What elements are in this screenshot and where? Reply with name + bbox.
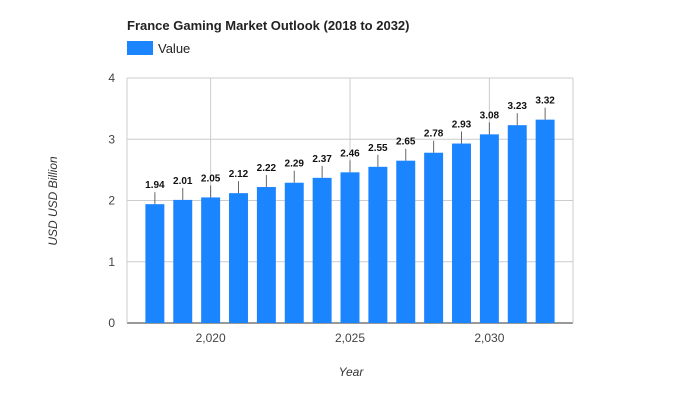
bar (312, 177, 332, 323)
bar (452, 143, 471, 323)
y-axis-title: USD USD Billion (46, 156, 60, 246)
bars (145, 107, 555, 324)
bar (145, 204, 165, 323)
data-label: 2.29 (285, 159, 305, 170)
bar (424, 152, 444, 323)
bar (229, 193, 248, 323)
legend-label-value: Value (158, 41, 190, 56)
x-axis-title: Year (339, 365, 365, 379)
legend-swatch-value (127, 41, 153, 55)
data-label: 2.93 (452, 120, 472, 131)
bar (535, 119, 555, 324)
y-tick-label: 4 (108, 71, 115, 85)
data-label: 2.37 (312, 154, 332, 165)
data-label: 2.78 (424, 129, 444, 140)
data-label: 2.12 (229, 169, 249, 180)
y-tick-label: 2 (108, 194, 115, 208)
bar (340, 172, 360, 323)
y-tick-label: 0 (108, 316, 115, 330)
data-label: 3.32 (535, 96, 555, 107)
data-label: 2.46 (340, 148, 360, 159)
y-tick-label: 1 (108, 255, 115, 269)
data-labels: 1.94 2.01 2.05 2.12 2.22 2.29 2.37 2.46 2.55 2.65… (145, 96, 555, 192)
bar (396, 160, 416, 323)
data-label: 2.22 (257, 163, 277, 174)
bar (507, 125, 527, 323)
bar (256, 187, 276, 323)
data-label: 2.55 (368, 143, 388, 154)
data-label: 2.65 (396, 137, 416, 148)
bar (201, 197, 221, 323)
data-label: 3.08 (480, 110, 500, 121)
x-tick-label: 2,025 (335, 331, 365, 345)
data-label: 2.05 (201, 173, 221, 184)
axis-ticks: 0 1 2 3 4 2,020 2,025 2,030 (108, 71, 504, 345)
x-tick-label: 2,030 (474, 331, 504, 345)
bar (173, 199, 193, 323)
y-tick-label: 3 (108, 132, 115, 146)
bar (368, 166, 388, 323)
bar (284, 182, 304, 323)
x-tick-label: 2,020 (196, 331, 226, 345)
chart-title: France Gaming Market Outlook (2018 to 20… (127, 18, 409, 33)
bar (479, 134, 499, 323)
data-label: 2.01 (173, 176, 193, 187)
data-label: 1.94 (145, 180, 165, 191)
data-label: 3.23 (508, 101, 528, 112)
